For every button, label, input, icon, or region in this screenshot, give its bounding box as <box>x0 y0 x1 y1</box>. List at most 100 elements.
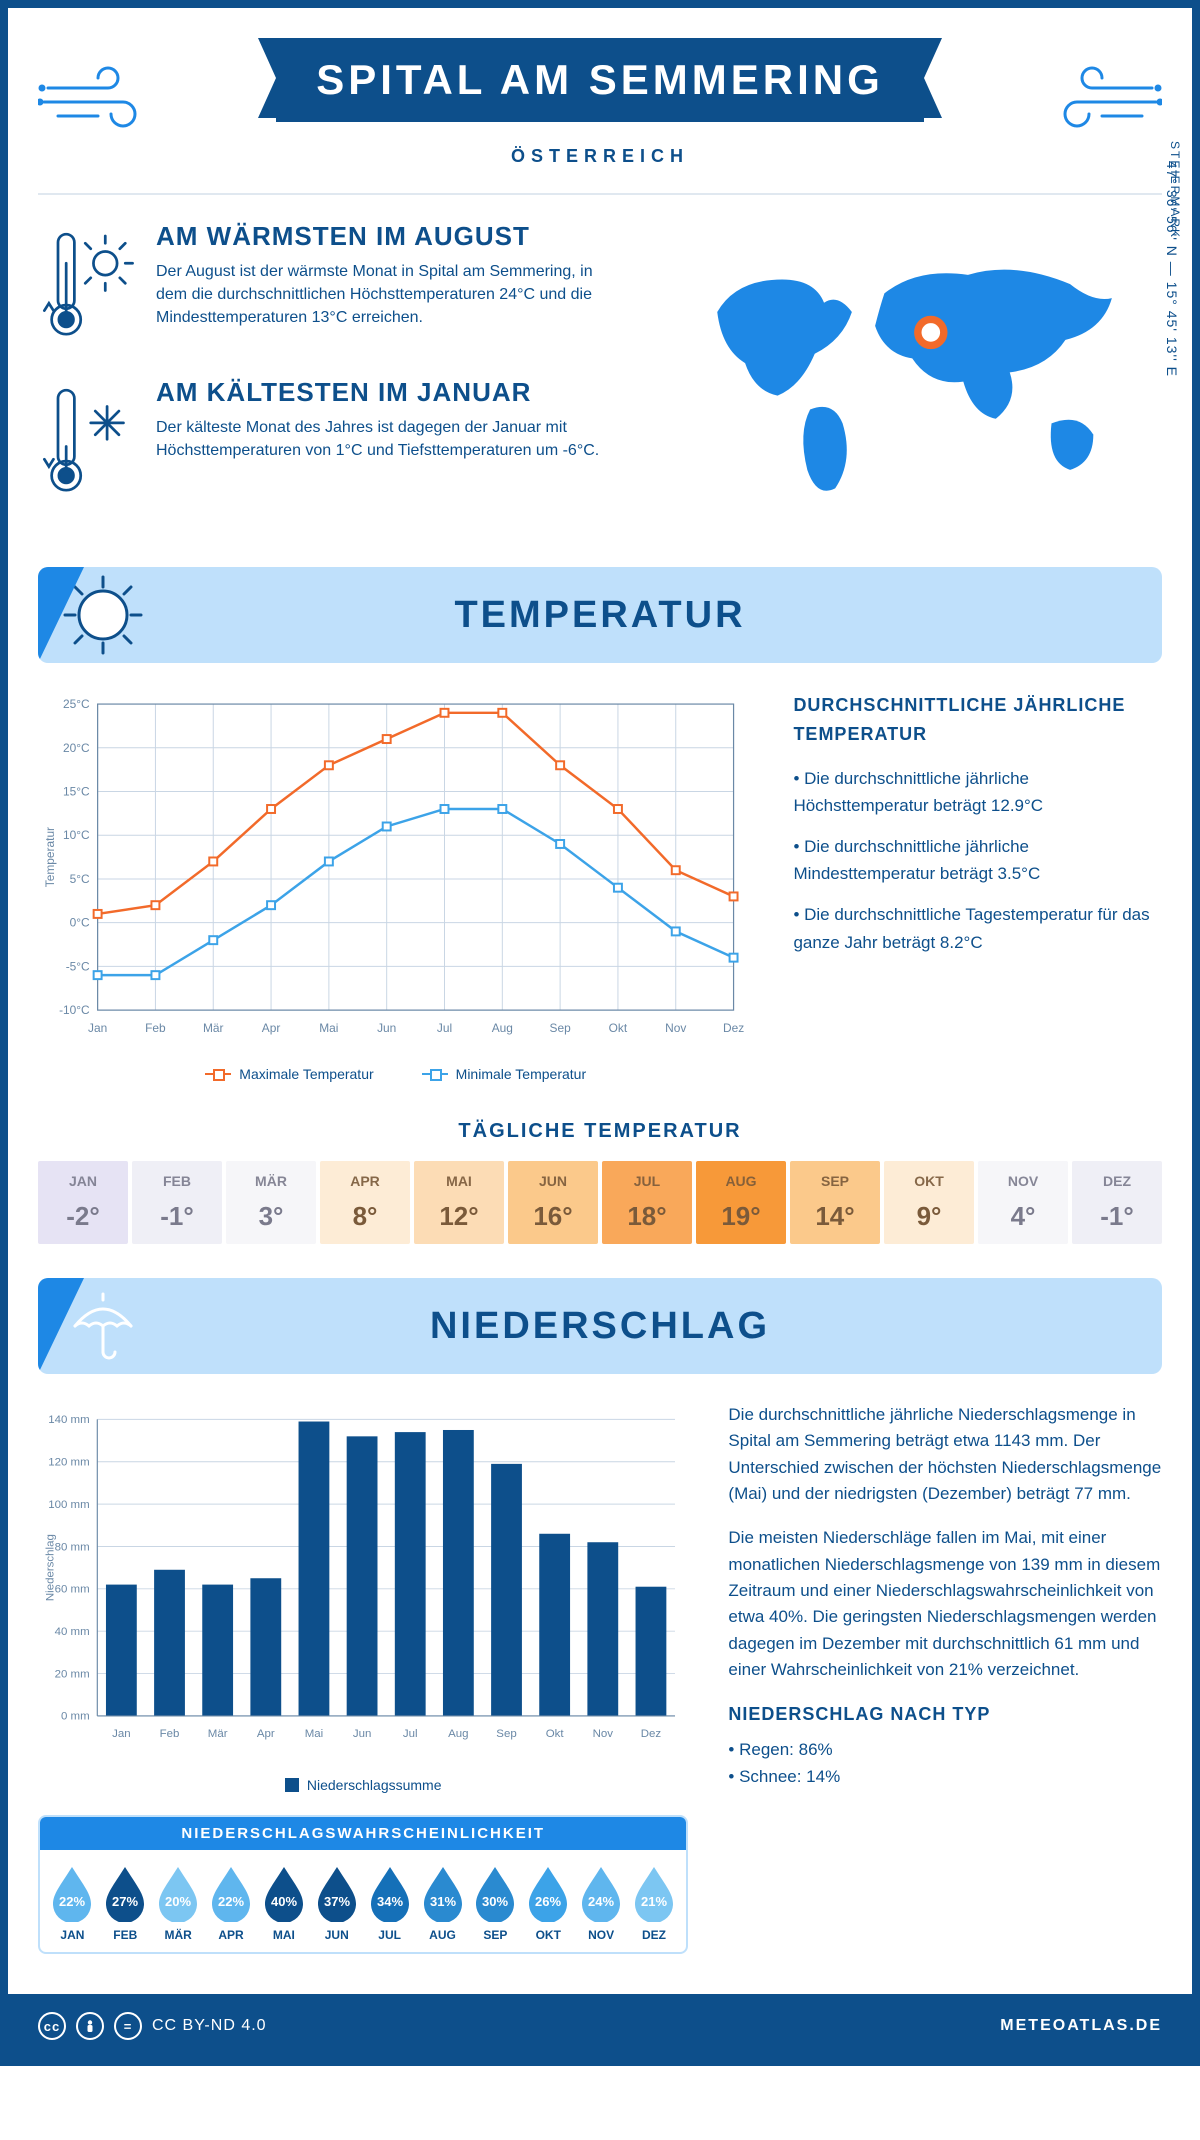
thermometer-warm-icon <box>38 221 138 351</box>
probability-drop: 20% MÄR <box>154 1864 203 1942</box>
svg-text:Apr: Apr <box>257 1728 275 1740</box>
intro-section: AM WÄRMSTEN IM AUGUST Der August ist der… <box>38 221 1162 533</box>
precip-legend-label: Niederschlagssumme <box>307 1777 442 1793</box>
temperature-chart: -10°C -5°C 0°C 5°C 10°C 15°C 20°C 25°C Jan Feb Mär… <box>38 691 753 1082</box>
temperature-heading: TEMPERATUR <box>168 594 1162 637</box>
svg-text:34%: 34% <box>377 1894 403 1909</box>
svg-text:10°C: 10°C <box>63 828 90 842</box>
probability-drop: 22% APR <box>207 1864 256 1942</box>
country-subtitle: ÖSTERREICH <box>38 146 1162 167</box>
daily-cell: MÄR3° <box>226 1161 316 1244</box>
brand-label: METEOATLAS.DE <box>1000 2017 1162 2035</box>
coldest-text: Der kälteste Monat des Jahres ist dagege… <box>156 416 626 462</box>
svg-text:Jul: Jul <box>437 1021 452 1035</box>
svg-text:Aug: Aug <box>492 1021 513 1035</box>
header: SPITAL AM SEMMERING ÖSTERREICH <box>38 38 1162 167</box>
daily-cell: DEZ-1° <box>1072 1161 1162 1244</box>
precipitation-chart: 0 mm20 mm40 mm60 mm80 mm100 mm120 mm140 … <box>38 1402 688 1762</box>
svg-text:26%: 26% <box>535 1894 561 1909</box>
svg-text:5°C: 5°C <box>70 872 90 886</box>
svg-text:22%: 22% <box>218 1894 244 1909</box>
temp-bullet-1: • Die durchschnittliche jährliche Höchst… <box>793 765 1162 819</box>
svg-text:0 mm: 0 mm <box>61 1711 90 1723</box>
svg-text:Mär: Mär <box>203 1021 224 1035</box>
svg-text:-10°C: -10°C <box>59 1003 90 1017</box>
temperature-legend: Maximale Temperatur Minimale Temperatur <box>38 1066 753 1082</box>
precip-paragraph-2: Die meisten Niederschläge fallen im Mai,… <box>728 1525 1162 1683</box>
daily-temp-heading: TÄGLICHE TEMPERATUR <box>38 1120 1162 1143</box>
svg-text:Jul: Jul <box>403 1728 418 1740</box>
probability-drop: 24% NOV <box>577 1864 626 1942</box>
temperature-summary: DURCHSCHNITTLICHE JÄHRLICHE TEMPERATUR •… <box>793 691 1162 1082</box>
precip-type-rain: • Regen: 86% <box>728 1737 1162 1763</box>
probability-drop: 40% MAI <box>259 1864 308 1942</box>
svg-text:Feb: Feb <box>145 1021 166 1035</box>
svg-text:Apr: Apr <box>262 1021 281 1035</box>
svg-text:Jan: Jan <box>88 1021 107 1035</box>
probability-drop: 34% JUL <box>365 1864 414 1942</box>
probability-drop: 31% AUG <box>418 1864 467 1942</box>
svg-text:20°C: 20°C <box>63 741 90 755</box>
svg-text:0°C: 0°C <box>70 916 90 930</box>
probability-drop: 22% JAN <box>48 1864 97 1942</box>
wind-right-icon <box>1042 58 1162 143</box>
svg-text:Okt: Okt <box>609 1021 628 1035</box>
daily-cell: OKT9° <box>884 1161 974 1244</box>
svg-text:25°C: 25°C <box>63 697 90 711</box>
daily-cell: SEP14° <box>790 1161 880 1244</box>
daily-cell: AUG19° <box>696 1161 786 1244</box>
daily-cell: JUL18° <box>602 1161 692 1244</box>
warmest-text: Der August ist der wärmste Monat in Spit… <box>156 260 626 330</box>
legend-max: Maximale Temperatur <box>239 1066 373 1082</box>
daily-cell: APR8° <box>320 1161 410 1244</box>
svg-text:80 mm: 80 mm <box>55 1541 90 1553</box>
svg-text:Jun: Jun <box>377 1021 396 1035</box>
divider <box>38 193 1162 195</box>
daily-temperature-table: JAN-2° FEB-1° MÄR3° APR8° MAI12° JUN16° … <box>38 1161 1162 1244</box>
svg-text:Nov: Nov <box>665 1021 686 1035</box>
temp-bullet-2: • Die durchschnittliche jährliche Mindes… <box>793 833 1162 887</box>
svg-text:Sep: Sep <box>550 1021 572 1035</box>
svg-text:22%: 22% <box>59 1894 85 1909</box>
precipitation-summary: Die durchschnittliche jährliche Niedersc… <box>728 1402 1162 1954</box>
daily-cell: FEB-1° <box>132 1161 222 1244</box>
svg-text:Feb: Feb <box>160 1728 180 1740</box>
license-text: CC BY-ND 4.0 <box>152 2017 267 2035</box>
svg-text:Jan: Jan <box>112 1728 131 1740</box>
svg-text:Jun: Jun <box>353 1728 372 1740</box>
probability-drop: 30% SEP <box>471 1864 520 1942</box>
coldest-title: AM KÄLTESTEN IM JANUAR <box>156 377 626 408</box>
probability-drop: 27% FEB <box>101 1864 150 1942</box>
svg-text:21%: 21% <box>641 1894 667 1909</box>
probability-drop: 21% DEZ <box>630 1864 679 1942</box>
svg-text:Dez: Dez <box>723 1021 744 1035</box>
svg-text:100 mm: 100 mm <box>48 1499 89 1511</box>
svg-text:31%: 31% <box>429 1894 455 1909</box>
page-title: SPITAL AM SEMMERING <box>276 38 924 122</box>
svg-text:Dez: Dez <box>641 1728 662 1740</box>
daily-cell: JAN-2° <box>38 1161 128 1244</box>
svg-text:Mär: Mär <box>208 1728 228 1740</box>
svg-text:Aug: Aug <box>448 1728 468 1740</box>
map-block: STEIERMARK 47° 36' 56'' N — 15° 45' 13''… <box>662 221 1162 533</box>
coordinates: 47° 36' 56'' N — 15° 45' 13'' E <box>1164 161 1180 377</box>
world-map-icon <box>662 247 1162 507</box>
svg-text:Mai: Mai <box>319 1021 338 1035</box>
svg-text:15°C: 15°C <box>63 784 90 798</box>
warmest-title: AM WÄRMSTEN IM AUGUST <box>156 221 626 252</box>
svg-text:Niederschlag: Niederschlag <box>44 1534 56 1601</box>
svg-text:Mai: Mai <box>305 1728 323 1740</box>
daily-cell: MAI12° <box>414 1161 504 1244</box>
precipitation-chart-block: 0 mm20 mm40 mm60 mm80 mm100 mm120 mm140 … <box>38 1402 688 1954</box>
coldest-block: AM KÄLTESTEN IM JANUAR Der kälteste Mona… <box>38 377 626 507</box>
svg-text:40%: 40% <box>271 1894 297 1909</box>
cc-icon: cc <box>38 2012 66 2040</box>
precipitation-heading: NIEDERSCHLAG <box>168 1305 1162 1348</box>
svg-text:24%: 24% <box>588 1894 614 1909</box>
svg-text:30%: 30% <box>482 1894 508 1909</box>
nd-icon: = <box>114 2012 142 2040</box>
svg-text:Sep: Sep <box>496 1728 516 1740</box>
svg-text:40 mm: 40 mm <box>55 1626 90 1638</box>
svg-text:-5°C: -5°C <box>66 959 90 973</box>
svg-text:20%: 20% <box>165 1894 191 1909</box>
